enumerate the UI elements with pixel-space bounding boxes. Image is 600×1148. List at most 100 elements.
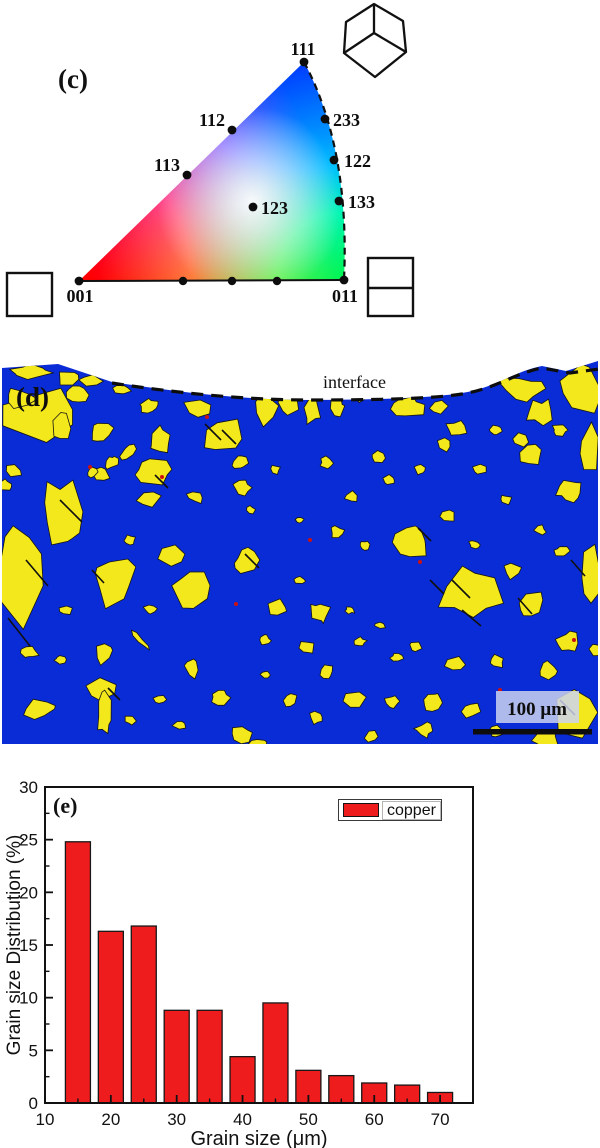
panel-e: 10 20 30 40 50 60 70 0 5 10 15 20 25 30 Grain size (μ…	[4, 778, 474, 1148]
grain	[353, 636, 369, 647]
grain	[413, 464, 426, 476]
pole-label-112: 112	[199, 110, 225, 130]
grain	[119, 443, 137, 461]
legend-label: copper	[382, 800, 441, 820]
y-tick-label: 10	[19, 989, 38, 1008]
grain	[211, 689, 232, 706]
triangle-arc-edge	[303, 61, 346, 281]
grain	[58, 371, 80, 386]
pole-label-011: 011	[332, 286, 358, 306]
grain	[231, 726, 253, 744]
grain	[53, 655, 67, 665]
grain	[436, 437, 451, 453]
y-tick-label: 20	[19, 883, 38, 902]
boundary-line	[244, 553, 260, 569]
grain	[303, 393, 322, 426]
grain	[44, 479, 84, 546]
grain	[519, 443, 542, 465]
grain	[382, 474, 395, 485]
grain	[525, 398, 553, 427]
grain	[588, 643, 598, 657]
grain	[493, 376, 547, 403]
red-speck	[572, 638, 576, 642]
pole-label-133: 133	[348, 192, 375, 212]
grain	[247, 739, 268, 744]
grain	[23, 698, 56, 720]
boundary-line	[25, 559, 49, 587]
grain	[555, 479, 582, 504]
grain	[388, 652, 405, 662]
grain	[233, 546, 261, 574]
grain	[94, 558, 137, 610]
pole-label-111: 111	[290, 39, 315, 59]
grain	[270, 464, 282, 476]
grain	[19, 645, 40, 658]
grain	[2, 525, 44, 631]
boundary-line	[429, 579, 445, 595]
red-speck	[160, 475, 164, 479]
grain	[488, 424, 503, 436]
grain	[443, 656, 467, 671]
red-speck	[88, 465, 92, 469]
grain	[530, 732, 559, 744]
grain	[8, 363, 55, 380]
y-tick-label: 0	[29, 1094, 38, 1113]
grain	[231, 455, 250, 469]
grain	[460, 702, 482, 719]
grain	[124, 715, 137, 726]
grain	[330, 525, 346, 539]
grain	[298, 641, 315, 654]
boundary-line	[91, 569, 105, 584]
grain	[211, 373, 241, 387]
grain	[553, 546, 571, 557]
grain	[500, 494, 513, 506]
pole-label-122: 122	[344, 151, 371, 171]
grain	[87, 466, 99, 479]
scale-bar-label: 100 μm	[507, 699, 567, 720]
grain	[489, 653, 504, 669]
pole-dot-133	[334, 196, 344, 206]
grain	[152, 695, 168, 704]
grain	[183, 399, 212, 418]
pole-dot	[272, 276, 282, 286]
grain	[439, 509, 455, 522]
panel-d: interface (d) 100 μm	[2, 361, 600, 744]
grain	[139, 398, 159, 414]
x-tick-label: 50	[299, 1110, 318, 1129]
grain	[97, 689, 112, 735]
grain	[389, 396, 426, 417]
grain	[204, 418, 243, 450]
bar-35	[196, 1009, 223, 1104]
grain	[245, 505, 257, 515]
grain	[135, 491, 163, 508]
grain	[551, 424, 569, 437]
x-tick-label: 60	[365, 1110, 384, 1129]
legend-swatch	[343, 803, 379, 817]
pole-markers: 001 011 111 112 113 123 233 122 133	[67, 39, 376, 306]
legend: copper	[338, 799, 442, 821]
grain	[539, 660, 558, 681]
grain	[449, 380, 471, 391]
grain	[445, 420, 468, 436]
grain	[579, 421, 598, 471]
x-tick-label: 40	[233, 1110, 252, 1129]
red-speck	[234, 602, 238, 606]
boundary-line	[204, 423, 222, 441]
boundary-line	[517, 597, 533, 615]
boundary-line	[570, 559, 586, 577]
y-tick-label: 30	[19, 778, 38, 797]
grain	[65, 385, 90, 403]
grain	[246, 380, 262, 391]
grain	[423, 693, 443, 712]
grain	[342, 691, 367, 708]
grain	[371, 450, 386, 464]
cube-111-icon	[342, 2, 408, 79]
x-tick-label: 70	[431, 1110, 450, 1129]
y-tick-label: 25	[19, 831, 38, 850]
split-square-011-icon	[366, 256, 415, 318]
scale-bar-box	[496, 691, 579, 723]
grain	[157, 544, 186, 567]
pole-dot-011	[339, 275, 349, 285]
grain	[91, 422, 115, 442]
